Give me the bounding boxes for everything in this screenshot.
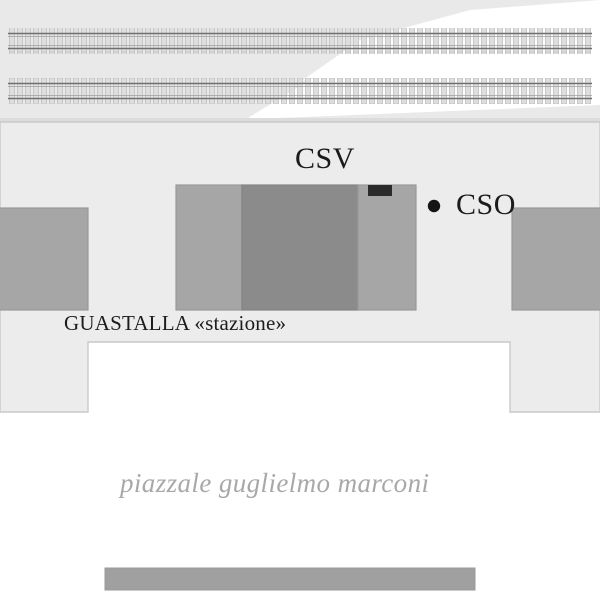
label-piazzale-guglielmo-marconi: piazzale guglielmo marconi xyxy=(120,468,430,498)
building-main-left-block xyxy=(175,184,243,311)
csv-marker-rectangle xyxy=(368,185,392,196)
label-csv: CSV xyxy=(295,142,355,175)
cso-marker-dot xyxy=(427,199,441,213)
building-left-wing xyxy=(0,207,89,311)
railway-track-upper xyxy=(8,28,592,54)
track-area-white-wedge-upper xyxy=(300,0,600,82)
building-right-wing xyxy=(511,207,600,311)
platform-bar xyxy=(104,567,476,591)
track-zone-divider xyxy=(0,118,600,122)
label-cso: CSO xyxy=(456,188,516,221)
railway-track-lower xyxy=(8,78,592,104)
main-station-building xyxy=(175,184,417,311)
building-main-center-block xyxy=(241,184,359,311)
building-main-right-block xyxy=(357,184,417,311)
label-station-name: GUASTALLA «stazione» xyxy=(64,311,287,335)
